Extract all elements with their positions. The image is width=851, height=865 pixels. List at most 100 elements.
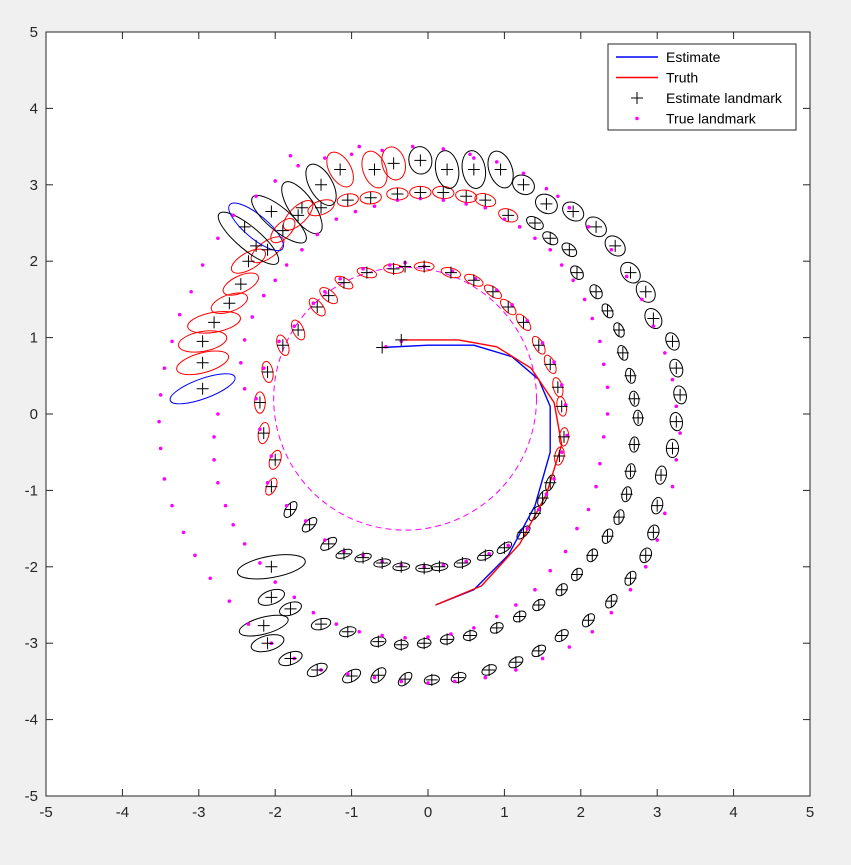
estimate-landmark-point [624,369,637,382]
legend-truth-label: Truth [666,70,698,86]
true-landmark-point [250,315,255,319]
covariance-ellipse [508,656,524,669]
x-tick-label: 2 [577,804,585,821]
estimate-landmark-point [586,549,599,562]
estimate-landmark-point [528,507,541,520]
true-landmark-point [536,507,541,512]
covariance-ellipse [305,163,337,206]
legend-box [607,43,797,131]
true-landmark-point [598,339,602,344]
true-landmark-point [517,225,522,229]
true-landmark-point [410,144,415,149]
estimate-landmark-point [494,163,507,176]
estimate-landmark-point [295,201,308,214]
covariance-ellipse [625,367,636,384]
estimate-landmark-point [345,670,358,683]
true-landmark-point [353,209,358,214]
covariance-ellipse [228,202,284,252]
y-tick-label: 0 [30,406,38,423]
true-landmark-point [590,629,595,634]
covariance-ellipse [462,630,478,641]
true-landmark-point [473,276,478,281]
true-landmark-point [670,377,675,382]
y-tick-label: -3 [25,635,38,652]
true-landmark-point [472,156,476,160]
estimate-landmark-point [257,619,270,632]
x-tick-label: -5 [39,804,52,821]
covariance-ellipse [498,208,519,223]
estimate-landmark-point [655,469,668,482]
estimate-landmarks [196,154,687,686]
covariance-ellipse [605,593,618,609]
estimate-line [382,344,551,606]
true-landmark-point [334,622,339,626]
true-landmark-point [323,156,327,160]
covariance-ellipse [651,496,664,515]
covariance-ellipse [361,150,388,189]
x-tick-label: -2 [269,804,282,821]
estimate-landmark-point [261,365,274,378]
estimate-landmark-point [395,638,408,651]
true-landmark-point [242,338,247,342]
true-landmark-point [372,204,377,208]
estimate-landmark-point [265,560,278,573]
covariance-ellipse [290,319,306,341]
true-landmark-point [563,549,568,554]
covariance-ellipse [423,674,440,686]
covariance-ellipse [408,146,433,175]
covariance-ellipse [665,438,680,459]
estimate-landmark-point [532,339,545,352]
covariance-ellipse [236,554,306,580]
y-tick-label: 2 [30,253,38,270]
estimate-landmark-point [456,556,469,569]
estimate-landmark-point [532,644,545,657]
estimate-landmark-point [418,562,431,575]
estimate-landmark-point [601,530,614,543]
covariance-ellipse [512,174,535,196]
true-landmark-point [254,194,258,199]
estimate-landmark-point [616,346,629,359]
estimate-landmark-point [544,476,557,489]
covariance-ellipse [571,567,583,582]
true-landmark-point [189,289,193,294]
covariance-ellipse [373,558,391,568]
true-landmark-point [357,629,362,634]
y-tick-label: -4 [25,712,38,729]
covariance-ellipse [416,638,432,649]
true-landmark-point [441,563,446,568]
estimate-landmark-point [265,591,278,604]
covariance-ellipse [624,570,637,586]
true-landmark-point [258,427,262,432]
covariance-ellipse [335,548,353,559]
estimate-landmark-point [628,392,641,405]
true-landmark-point [628,587,633,592]
estimate-landmark-point [502,209,515,222]
true-landmark-point [514,603,518,607]
legend-estimate-landmark-swatch [631,92,643,104]
true-landmark-point [468,152,472,157]
estimate-landmark-point [601,304,614,317]
covariance-ellipse [604,235,626,257]
covariance-ellipse [238,614,289,637]
covariance-ellipse [531,644,547,658]
estimate-landmark-point [399,673,412,686]
estimate-landmark-point [253,396,266,409]
covariance-ellipse [440,267,462,279]
true-landmark-point [349,152,354,157]
estimate-landmark-point [292,323,305,336]
estimate-landmark-point [196,382,209,395]
covariance-ellipse [561,242,578,258]
estimate-landmark-point [334,163,347,176]
estimate-landmark-point [467,274,480,287]
true-landmark-point [598,461,602,466]
covariance-ellipse [483,284,502,300]
estimate-landmark-point [647,526,660,539]
true-landmark-point [311,301,316,306]
estimate-landmark-point [670,362,683,375]
estimate-landmark-point [261,243,274,256]
true-landmark-point [464,202,469,206]
estimate-landmark-point [261,637,274,650]
true-landmark-point [494,614,499,619]
estimate-landmark-point [341,625,354,638]
covariance-ellipse [464,273,484,287]
